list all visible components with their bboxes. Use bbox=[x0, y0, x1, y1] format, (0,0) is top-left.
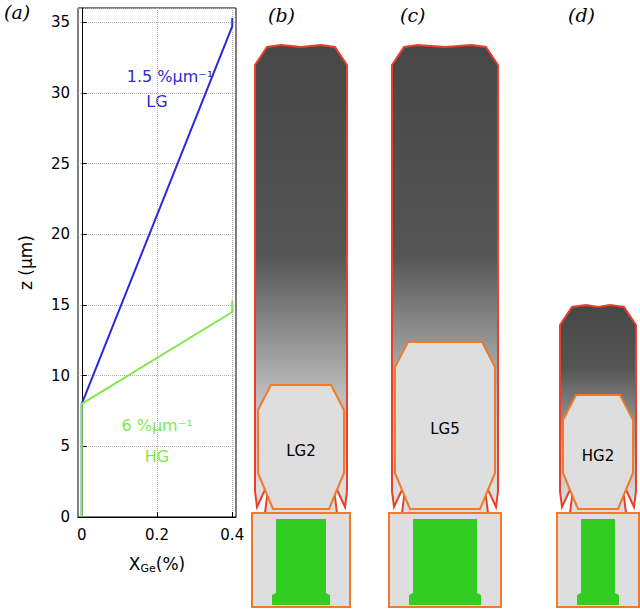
svg-text:35: 35 bbox=[51, 13, 70, 31]
svg-text:0.2: 0.2 bbox=[145, 526, 169, 544]
svg-text:LG5: LG5 bbox=[430, 420, 460, 438]
svg-text:LG: LG bbox=[146, 91, 168, 111]
svg-text:25: 25 bbox=[51, 155, 70, 173]
svg-text:1.5 %μm⁻¹: 1.5 %μm⁻¹ bbox=[127, 67, 213, 86]
svg-text:0: 0 bbox=[60, 508, 70, 526]
svg-text:(c): (c) bbox=[400, 4, 425, 26]
svg-text:0.4: 0.4 bbox=[220, 526, 244, 544]
svg-text:20: 20 bbox=[51, 225, 70, 243]
svg-text:HG2: HG2 bbox=[582, 447, 614, 465]
svg-text:LG2: LG2 bbox=[286, 442, 316, 460]
svg-text:(%): (%) bbox=[156, 554, 185, 574]
svg-text:15: 15 bbox=[51, 296, 70, 314]
svg-text:(a): (a) bbox=[4, 1, 30, 23]
svg-text:0: 0 bbox=[77, 526, 87, 544]
svg-text:Ge: Ge bbox=[140, 562, 156, 575]
svg-text:z (μm): z (μm) bbox=[16, 235, 36, 290]
svg-text:(d): (d) bbox=[568, 4, 595, 26]
svg-text:5: 5 bbox=[60, 437, 70, 455]
svg-text:X: X bbox=[129, 554, 141, 574]
svg-text:(b): (b) bbox=[268, 4, 295, 26]
svg-text:HG: HG bbox=[144, 446, 170, 466]
svg-text:30: 30 bbox=[51, 84, 70, 102]
svg-text:10: 10 bbox=[51, 367, 70, 385]
svg-text:6 %μm⁻¹: 6 %μm⁻¹ bbox=[121, 415, 193, 435]
